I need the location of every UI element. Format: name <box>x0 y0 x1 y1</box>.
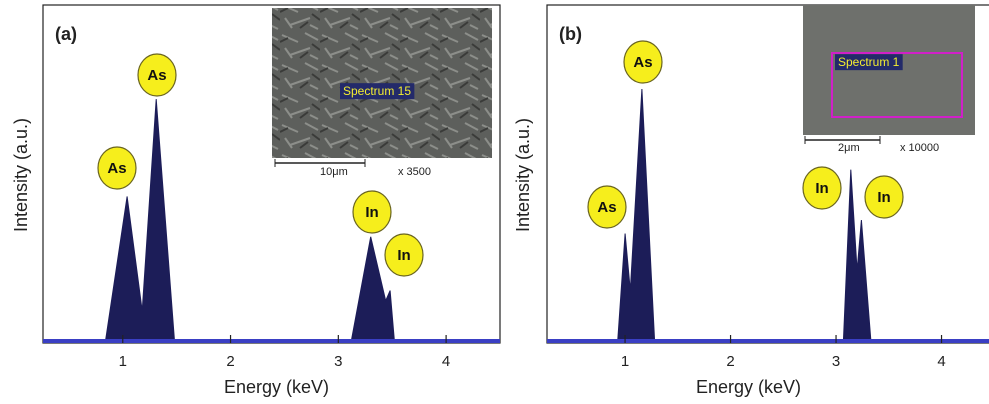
peak-label: As <box>147 67 166 84</box>
figure: 1 2 3 4 Energy (keV) Intensity (a.u.) (a) As As I… <box>0 0 989 404</box>
panel-label: (a) <box>55 24 77 44</box>
scale-bar-label: 10μm <box>320 166 348 178</box>
x-tick-label: 3 <box>832 353 840 370</box>
x-tick-label: 1 <box>119 353 127 370</box>
inset-label: Spectrum 1 <box>838 55 900 69</box>
peak-label: In <box>877 189 890 206</box>
x-axis-title: Energy (keV) <box>224 377 329 397</box>
inset-label: Spectrum 15 <box>343 84 411 98</box>
x-tick-label: 4 <box>442 353 450 370</box>
y-axis-title: Intensity (a.u.) <box>11 118 31 232</box>
x-tick-label: 2 <box>726 353 734 370</box>
peak-label: In <box>365 204 378 221</box>
y-axis-title: Intensity (a.u.) <box>513 118 533 232</box>
inset-image <box>272 8 492 158</box>
magnification: x 3500 <box>398 166 431 178</box>
x-tick-label: 3 <box>334 353 342 370</box>
peak-label: As <box>597 199 616 216</box>
panel-label: (b) <box>559 24 582 44</box>
magnification: x 10000 <box>900 142 939 154</box>
peak-label: In <box>397 247 410 264</box>
scale-bar-label: 2μm <box>838 142 860 154</box>
x-axis-title: Energy (keV) <box>696 377 801 397</box>
peak-label: As <box>107 160 126 177</box>
peak-label: As <box>633 54 652 71</box>
x-tick-label: 4 <box>937 353 945 370</box>
x-tick-label: 1 <box>621 353 629 370</box>
x-tick-label: 2 <box>226 353 234 370</box>
peak-label: In <box>815 180 828 197</box>
